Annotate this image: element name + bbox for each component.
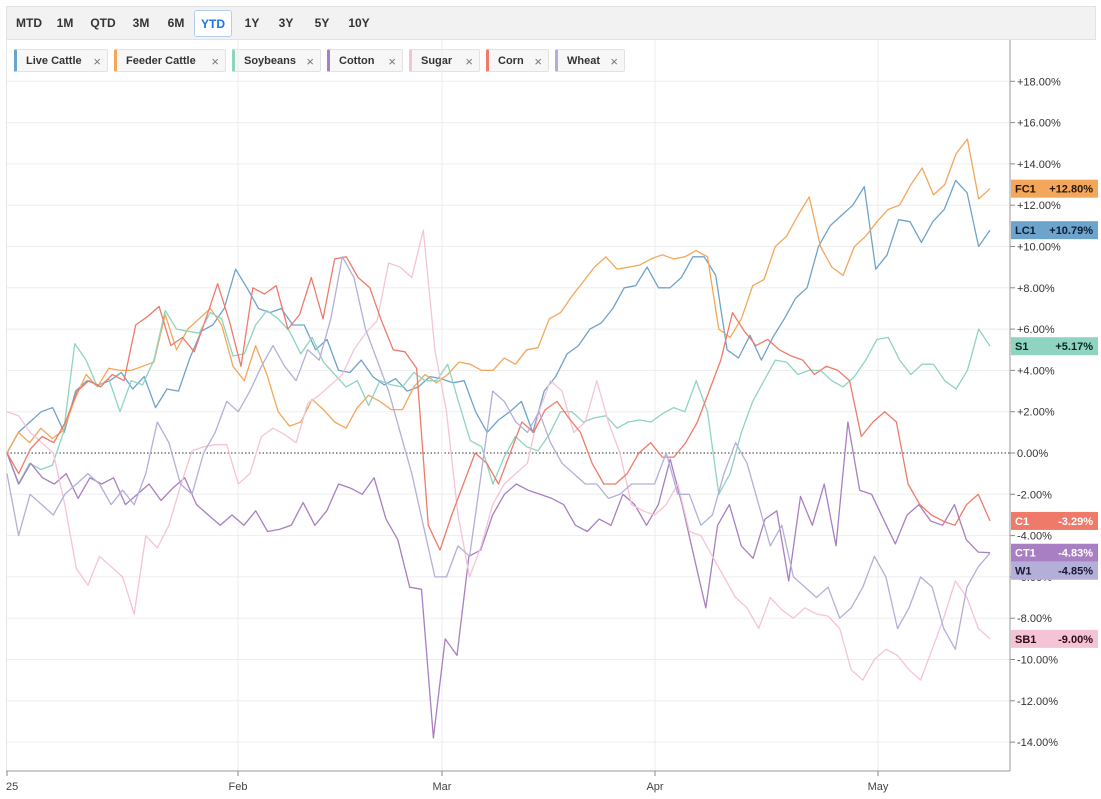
range-3m-button[interactable]: 3M <box>132 16 150 30</box>
tag-value: -9.00% <box>1058 634 1093 646</box>
remove-series-icon[interactable]: × <box>534 54 542 69</box>
tag-background <box>1011 337 1098 356</box>
range-mtd-button[interactable]: MTD <box>16 16 42 30</box>
legend-chip-label: Feeder Cattle <box>126 55 196 67</box>
legend-chip-label: Wheat <box>567 55 600 67</box>
last-value-tag-w1: W1 -4.85% <box>1011 561 1098 580</box>
legend-chip-lc1[interactable]: Live Cattle × <box>14 49 108 72</box>
series-line-fc1 <box>6 138 991 454</box>
legend-chip-sb1[interactable]: Sugar × <box>409 49 480 72</box>
tag-background <box>1011 511 1098 530</box>
range-ytd-button[interactable]: YTD <box>194 10 232 37</box>
y-tick-label: +14.00% <box>1017 159 1061 171</box>
y-tick-label: 0.00% <box>1017 448 1048 460</box>
range-1y-button[interactable]: 1Y <box>244 16 260 30</box>
last-value-tag-fc1: FC1 +12.80% <box>1011 179 1098 198</box>
legend-chip-ct1[interactable]: Cotton × <box>327 49 403 72</box>
legend-chip-fc1[interactable]: Feeder Cattle × <box>114 49 226 72</box>
tag-symbol: W1 <box>1015 566 1032 578</box>
legend-chip-label: Cotton <box>339 55 375 67</box>
tag-symbol: S1 <box>1015 341 1028 353</box>
gridlines <box>7 40 1010 771</box>
tag-symbol: LC1 <box>1015 225 1036 237</box>
y-tick-label: +18.00% <box>1017 76 1061 88</box>
series-line-ct1 <box>6 421 991 739</box>
tag-value: +10.79% <box>1049 225 1093 237</box>
y-tick-label: +2.00% <box>1017 407 1055 419</box>
remove-series-icon[interactable]: × <box>211 54 219 69</box>
y-tick-label: -14.00% <box>1017 737 1058 749</box>
last-value-tag-s1: S1 +5.17% <box>1011 337 1098 356</box>
plot-area <box>6 40 1010 770</box>
series-line-sb1 <box>6 229 991 681</box>
tag-value: -3.29% <box>1058 516 1093 528</box>
remove-series-icon[interactable]: × <box>610 54 618 69</box>
x-axis: 25 Feb Mar Apr May <box>6 770 1010 793</box>
tag-symbol: CT1 <box>1015 548 1036 560</box>
range-5y-button[interactable]: 5Y <box>314 16 330 30</box>
series-line-c1 <box>6 256 991 551</box>
y-tick-label: +16.00% <box>1017 118 1061 130</box>
y-tick-label: +8.00% <box>1017 283 1055 295</box>
remove-series-icon[interactable]: × <box>465 54 473 69</box>
range-6m-button[interactable]: 6M <box>167 16 185 30</box>
x-tick-label: May <box>868 781 889 793</box>
tag-background <box>1011 179 1098 198</box>
series-line-w1 <box>6 256 991 650</box>
series-line-s1 <box>6 309 991 495</box>
tag-background <box>1011 629 1098 648</box>
last-value-tags: FC1 +12.80% LC1 +10.79% S1 +5.17% C1 -3.29% CT1 -… <box>1011 179 1098 648</box>
y-tick-label: +12.00% <box>1017 200 1061 212</box>
tag-symbol: FC1 <box>1015 184 1036 196</box>
x-tick-label: Feb <box>229 781 248 793</box>
x-tick-label: Mar <box>433 781 452 793</box>
last-value-tag-sb1: SB1 -9.00% <box>1011 629 1098 648</box>
y-tick-label: -8.00% <box>1017 613 1052 625</box>
x-tick-label: Apr <box>646 781 663 793</box>
tag-value: +5.17% <box>1055 341 1093 353</box>
remove-series-icon[interactable]: × <box>388 54 396 69</box>
remove-series-icon[interactable]: × <box>306 54 314 69</box>
legend-chip-label: Sugar <box>421 55 453 67</box>
x-tick-label: 25 <box>6 781 18 793</box>
tag-value: -4.83% <box>1058 548 1093 560</box>
range-3y-button[interactable]: 3Y <box>278 16 294 30</box>
y-tick-label: +10.00% <box>1017 242 1061 254</box>
last-value-tag-lc1: LC1 +10.79% <box>1011 221 1098 240</box>
y-tick-label: -12.00% <box>1017 696 1058 708</box>
legend-chip-label: Live Cattle <box>26 55 82 67</box>
y-tick-label: -10.00% <box>1017 655 1058 667</box>
range-10y-button[interactable]: 10Y <box>348 16 370 30</box>
legend-chip-label: Corn <box>498 55 524 67</box>
legend-chip-c1[interactable]: Corn × <box>486 49 549 72</box>
legend-chip-s1[interactable]: Soybeans × <box>232 49 321 72</box>
remove-series-icon[interactable]: × <box>93 54 101 69</box>
series-line-lc1 <box>6 179 991 454</box>
tag-symbol: C1 <box>1015 516 1029 528</box>
y-tick-label: -4.00% <box>1017 531 1052 543</box>
last-value-tag-ct1: CT1 -4.83% <box>1011 543 1098 562</box>
legend-chip-w1[interactable]: Wheat × <box>555 49 625 72</box>
tag-background <box>1011 543 1098 562</box>
series-lines <box>6 138 991 739</box>
last-value-tag-c1: C1 -3.29% <box>1011 511 1098 530</box>
y-tick-label: +4.00% <box>1017 365 1055 377</box>
tag-value: +12.80% <box>1049 184 1093 196</box>
tag-background <box>1011 221 1098 240</box>
tag-value: -4.85% <box>1058 566 1093 578</box>
y-axis: +18.00% +16.00% +14.00% +12.00% +10.00% +8.00… <box>1009 40 1061 771</box>
legend-chip-label: Soybeans <box>244 55 296 67</box>
range-1m-button[interactable]: 1M <box>56 16 74 30</box>
tag-background <box>1011 561 1098 580</box>
range-qtd-button[interactable]: QTD <box>90 16 116 30</box>
range-toolbar: MTD 1M QTD 3M 6M YTD 1Y 3Y 5Y 10Y <box>6 6 1096 40</box>
y-tick-label: +6.00% <box>1017 324 1055 336</box>
tag-symbol: SB1 <box>1015 634 1036 646</box>
y-tick-label: -2.00% <box>1017 489 1052 501</box>
